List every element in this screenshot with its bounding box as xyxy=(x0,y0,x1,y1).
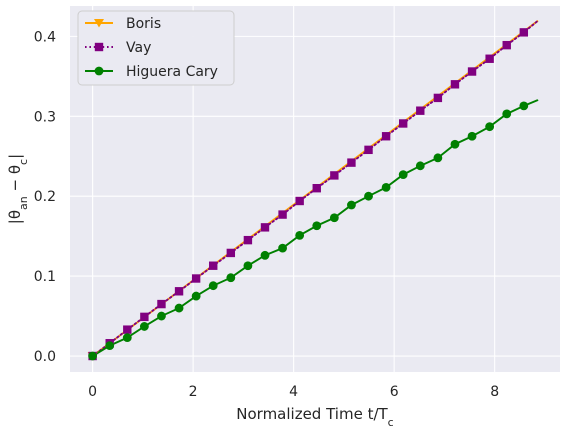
grid-lines xyxy=(70,6,560,372)
series-marker-higuera-cary xyxy=(174,303,184,313)
legend-swatch-marker xyxy=(94,42,104,52)
y-tick-label: 0.0 xyxy=(34,349,56,365)
series-marker-vay xyxy=(433,93,443,103)
series-marker-higuera-cary xyxy=(226,273,236,283)
legend-label: Vay xyxy=(126,40,151,56)
y-axis-label-part2: − θ xyxy=(6,165,24,196)
y-tick-label: 0.2 xyxy=(34,189,56,205)
series-marker-vay xyxy=(278,210,287,219)
series-marker-vay xyxy=(123,325,132,334)
series-marker-vay xyxy=(226,248,236,258)
y-tick-label: 0.3 xyxy=(34,109,56,125)
x-tick-label: 6 xyxy=(390,384,399,400)
series-line-vay xyxy=(91,20,539,357)
legend-box xyxy=(77,10,235,86)
x-axis-ticks: 0 2 4 6 8 xyxy=(88,384,499,400)
series-marker-higuera-cary xyxy=(88,351,98,361)
series-marker-vay xyxy=(364,145,373,155)
y-tick-label: 0.1 xyxy=(34,269,56,285)
series-marker-higuera-cary xyxy=(122,333,132,343)
x-tick-label: 0 xyxy=(88,384,97,400)
y-axis-label-part1: |θ xyxy=(6,210,24,224)
legend-swatch-marker xyxy=(94,66,104,76)
x-tick-label: 2 xyxy=(189,384,198,400)
series-marker-higuera-cary xyxy=(450,139,460,149)
series-marker-vay xyxy=(502,40,511,50)
series-markers xyxy=(87,28,529,361)
y-axis-label: |θan − θc| xyxy=(6,154,30,224)
y-axis-label-sub2: c xyxy=(17,159,30,165)
series-marker-vay xyxy=(243,235,253,245)
legend: Boris Vay Higuera Cary xyxy=(77,10,235,86)
legend-item-vay: Vay xyxy=(85,40,151,56)
series-marker-higuera-cary xyxy=(415,161,425,171)
series-marker-vay xyxy=(485,54,494,63)
series-marker-higuera-cary xyxy=(398,170,408,180)
series-marker-higuera-cary xyxy=(208,281,218,291)
series-marker-higuera-cary xyxy=(502,109,512,119)
series-marker-higuera-cary xyxy=(260,250,270,260)
y-axis-label-part3: | xyxy=(6,154,24,159)
series-marker-higuera-cary xyxy=(467,131,477,141)
series-marker-higuera-cary xyxy=(433,153,443,163)
y-axis-ticks: 0.0 0.1 0.2 0.3 0.4 xyxy=(34,29,56,365)
series-marker-higuera-cary xyxy=(312,221,322,231)
y-axis-label-sub1: an xyxy=(17,196,30,210)
x-tick-label: 8 xyxy=(490,384,499,400)
series-marker-vay xyxy=(312,184,321,193)
legend-item-boris: Boris xyxy=(85,16,161,32)
legend-swatch-marker xyxy=(94,19,104,28)
series-marker-vay xyxy=(295,196,304,206)
legend-label: Higuera Cary xyxy=(126,64,218,80)
series-marker-higuera-cary xyxy=(519,101,529,111)
series-marker-vay xyxy=(174,287,184,296)
series-marker-higuera-cary xyxy=(157,311,166,321)
y-tick-label: 0.4 xyxy=(34,29,56,45)
series-marker-higuera-cary xyxy=(105,341,115,351)
series-marker-higuera-cary xyxy=(191,291,201,301)
x-axis-label-main: Normalized Time t/T xyxy=(236,405,388,423)
series-marker-vay xyxy=(450,80,460,89)
series-marker-vay xyxy=(330,171,339,180)
series-marker-higuera-cary xyxy=(295,230,305,240)
series-marker-vay xyxy=(519,28,529,37)
series-marker-vay xyxy=(140,312,149,322)
x-tick-label: 4 xyxy=(289,384,298,400)
series-marker-higuera-cary xyxy=(243,261,253,271)
series-marker-higuera-cary xyxy=(278,243,287,253)
series-marker-vay xyxy=(416,106,425,115)
series-marker-higuera-cary xyxy=(347,200,356,210)
series-marker-vay xyxy=(399,119,408,128)
series-marker-vay xyxy=(381,132,391,141)
series-marker-vay xyxy=(260,223,270,232)
series-marker-higuera-cary xyxy=(381,183,391,192)
series-marker-vay xyxy=(347,158,356,167)
series-marker-vay xyxy=(209,261,218,270)
legend-item-higuera-cary: Higuera Cary xyxy=(85,64,218,80)
series-marker-higuera-cary xyxy=(139,322,149,331)
series-marker-vay xyxy=(467,67,477,76)
series-marker-higuera-cary xyxy=(485,122,495,132)
series-marker-vay xyxy=(191,274,201,283)
series-marker-higuera-cary xyxy=(329,213,339,223)
x-axis-label: Normalized Time t/Tc xyxy=(236,405,393,426)
x-axis-label-subscript: c xyxy=(388,416,394,426)
series-marker-vay xyxy=(157,299,166,309)
series-marker-higuera-cary xyxy=(364,191,373,201)
legend-label: Boris xyxy=(126,16,161,32)
